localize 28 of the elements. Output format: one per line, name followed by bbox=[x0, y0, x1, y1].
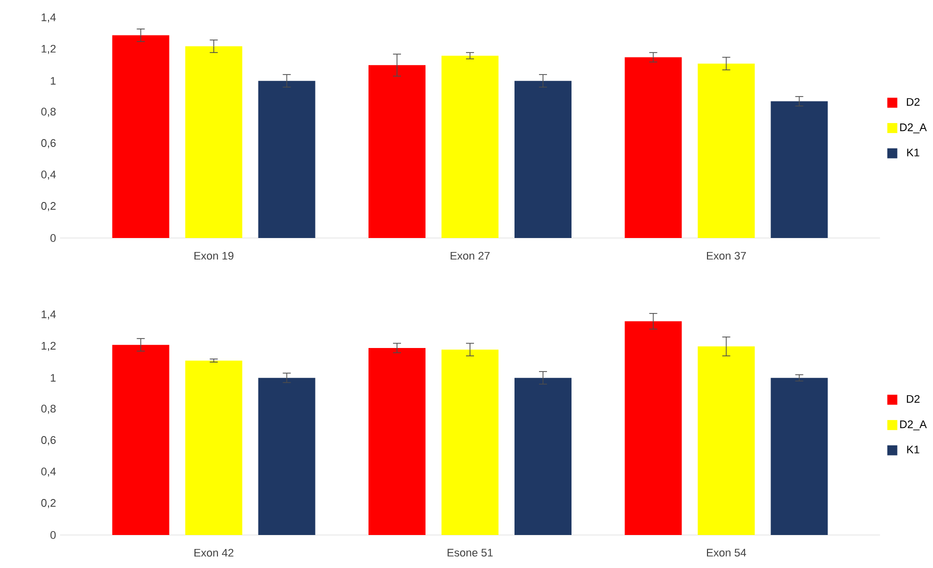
y-tick-label: 1,4 bbox=[42, 14, 56, 22]
y-tick-label: 0,4 bbox=[41, 468, 56, 477]
y-tick-label: 0 bbox=[50, 531, 56, 539]
y-tick-label: 0,6 bbox=[41, 436, 56, 446]
legend-label: D2_A bbox=[900, 420, 927, 430]
x-tick-label: Esone 51 bbox=[448, 548, 493, 557]
y-tick-label: 0,8 bbox=[41, 404, 56, 414]
x-tick-label: Exon 19 bbox=[194, 252, 234, 260]
legend-label: K1 bbox=[907, 446, 920, 454]
y-tick-label: 1 bbox=[50, 374, 56, 382]
y-tick-label: 0,8 bbox=[41, 108, 56, 117]
y-tick-label: 0,2 bbox=[41, 202, 56, 212]
y-tick-label: 1,4 bbox=[42, 310, 56, 320]
legend-label: D2 bbox=[906, 98, 920, 106]
legend-label: D2_A bbox=[900, 123, 927, 134]
x-tick-label: Exon 27 bbox=[450, 252, 490, 260]
y-tick-label: 0,2 bbox=[41, 499, 56, 508]
y-tick-label: 0,4 bbox=[41, 170, 56, 180]
x-tick-label: Exon 42 bbox=[194, 548, 234, 557]
legend-label: K1 bbox=[907, 148, 920, 156]
y-tick-label: 0,6 bbox=[41, 139, 56, 148]
x-tick-label: Exon 54 bbox=[706, 548, 746, 557]
y-tick-label: 0 bbox=[50, 234, 56, 242]
y-tick-label: 1,2 bbox=[42, 44, 56, 54]
legend-label: D2 bbox=[906, 395, 920, 403]
x-tick-label: Exon 37 bbox=[706, 252, 746, 260]
y-tick-label: 1,2 bbox=[42, 342, 56, 351]
y-tick-label: 1 bbox=[50, 77, 56, 85]
